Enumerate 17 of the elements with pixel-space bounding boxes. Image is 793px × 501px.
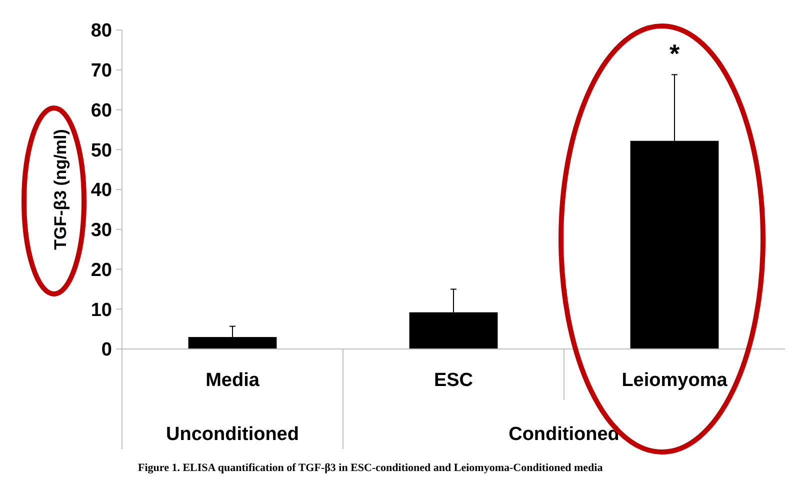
y-tick-label: 70: [90, 60, 112, 82]
y-tick-label: 30: [90, 220, 112, 242]
y-axis-title: TGF-β3 (ng/ml): [50, 129, 70, 250]
annotation: *: [669, 38, 680, 69]
y-tick-label: 0: [101, 340, 112, 361]
y-tick-label: 50: [90, 140, 112, 162]
y-tick-label: 10: [90, 300, 112, 321]
y-tick-label: 20: [90, 260, 112, 281]
text: Conditioned: [508, 424, 620, 445]
y-tick-label: 40: [90, 180, 112, 202]
x-tick-label: Leiomyoma: [622, 370, 728, 391]
x-tick-label: ESC: [434, 370, 474, 391]
caption: Figure 1. ELISA quantification of TGF-β3 in ESC-conditioned and Leiomyoma-Conditioned media: [138, 462, 604, 475]
y-tick-label: 60: [90, 100, 112, 122]
text: Unconditioned: [166, 424, 299, 445]
y-tick-label: 80: [90, 20, 112, 42]
x-tick-label: Media: [206, 370, 260, 391]
